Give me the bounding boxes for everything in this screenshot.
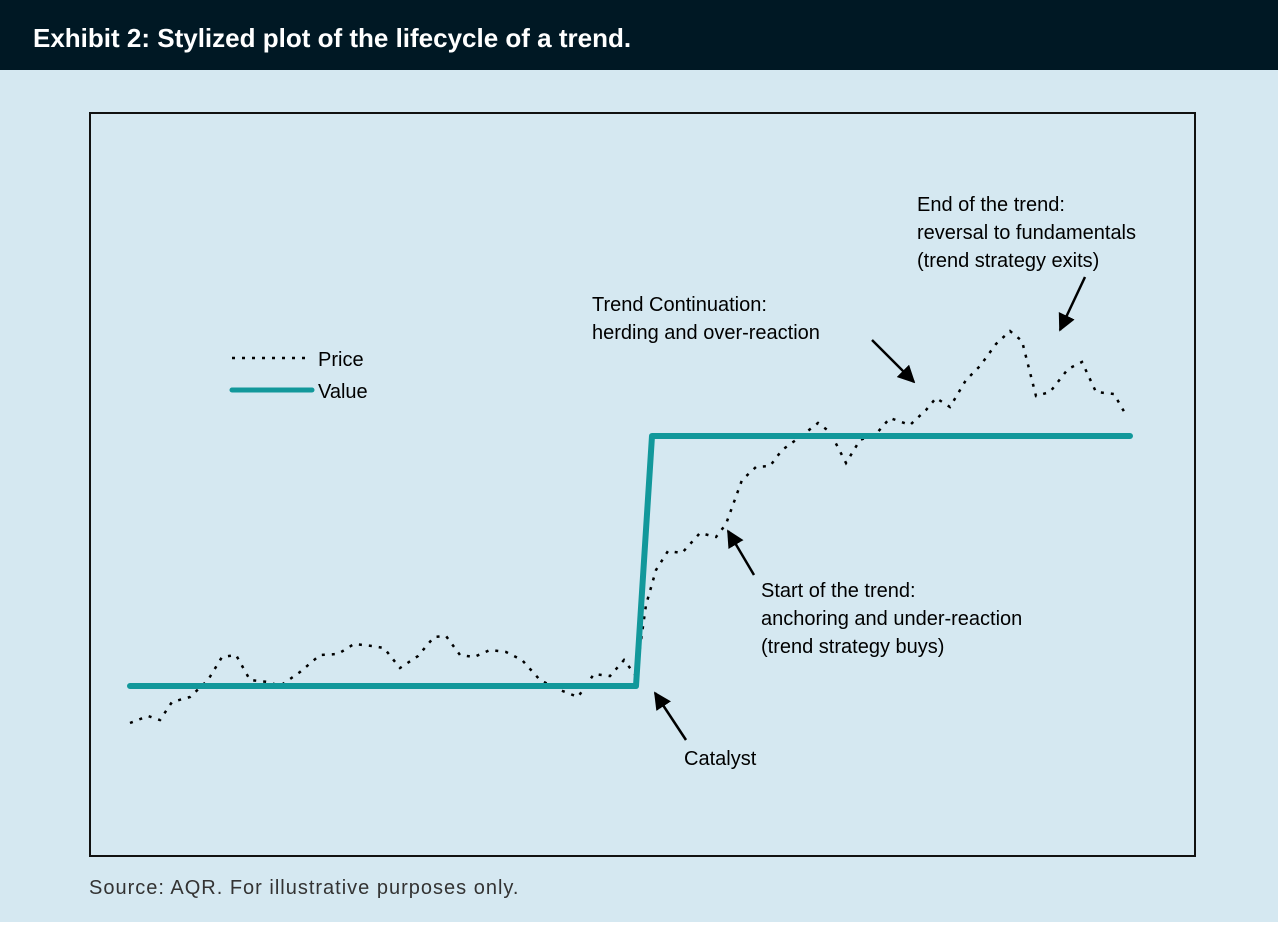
annotation-text: reversal to fundamentals: [917, 222, 1136, 244]
plot-frame: [89, 112, 1196, 857]
series-line: [129, 329, 1128, 725]
annotation-arrows: [653, 276, 1087, 741]
title-bar: [0, 0, 1278, 70]
annotation-text: Catalyst: [684, 748, 757, 770]
legend-label: Value: [318, 381, 368, 403]
annotation-text: Trend Continuation:: [592, 294, 767, 316]
annotation-text: Start of the trend:: [761, 580, 916, 602]
annotation-text: (trend strategy buys): [761, 636, 944, 658]
chart-title: Exhibit 2: Stylized plot of the lifecycl…: [33, 23, 631, 53]
arrow: [653, 691, 688, 741]
legend-label: Price: [318, 349, 364, 371]
annotation-text: anchoring and under-reaction: [761, 608, 1022, 630]
annotation-text: End of the trend:: [917, 194, 1065, 216]
series-line: [127, 433, 1133, 689]
arrow: [871, 339, 916, 384]
annotation-text: herding and over-reaction: [592, 322, 820, 344]
annotation-text: (trend strategy exits): [917, 250, 1099, 272]
arrow: [726, 529, 756, 576]
arrow: [1058, 276, 1087, 332]
source-note: Source: AQR. For illustrative purposes o…: [89, 877, 519, 899]
